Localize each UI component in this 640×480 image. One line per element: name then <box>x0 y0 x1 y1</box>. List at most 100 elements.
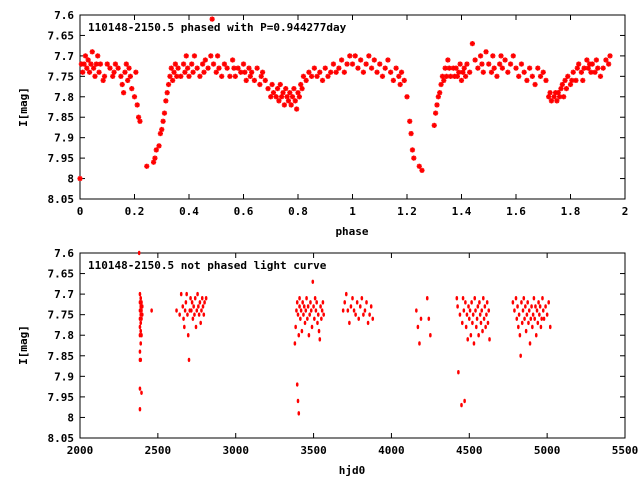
unphased-data-point <box>471 320 474 326</box>
unphased-data-point <box>471 312 475 317</box>
phased-data-point <box>137 118 143 124</box>
unphased-data-point <box>311 279 315 284</box>
phased-data-point <box>270 90 277 96</box>
unphased-data-point <box>192 304 195 309</box>
unphased-light-curve-panel: 110148-2150.5 not phased light curve hjd… <box>17 247 638 477</box>
unphased-data-point <box>193 296 197 301</box>
phased-data-point <box>213 69 219 75</box>
phased-data-point <box>121 90 127 96</box>
phased-data-point <box>521 69 527 75</box>
phased-data-point <box>96 69 102 75</box>
unphased-data-point <box>182 316 185 321</box>
phased-plot-frame <box>79 14 626 200</box>
phased-data-point <box>131 94 138 100</box>
phased-data-point <box>472 57 478 63</box>
phased-data-point <box>497 61 503 67</box>
phased-data-point <box>570 69 576 75</box>
unphased-data-point <box>525 312 529 317</box>
unphased-data-point <box>526 300 529 305</box>
phased-data-point <box>554 98 560 104</box>
phased-data-point <box>157 130 163 137</box>
unphased-data-point <box>138 291 142 297</box>
unphased-data-point <box>368 312 371 317</box>
phased-data-point <box>580 77 586 84</box>
unphased-data-point <box>138 324 142 330</box>
unphased-data-point <box>517 324 520 330</box>
phased-data-point <box>491 65 497 71</box>
unphased-data-point <box>540 316 543 321</box>
phased-data-point <box>123 61 129 67</box>
phased-data-point <box>201 69 207 75</box>
unphased-data-point <box>197 304 200 309</box>
unphased-data-point <box>137 250 141 256</box>
phased-data-point <box>97 61 104 67</box>
unphased-data-point <box>418 341 421 346</box>
phased-data-point <box>289 94 296 100</box>
unphased-data-point <box>541 296 544 301</box>
phased-data-point <box>242 69 248 75</box>
unphased-y-axis-label: I[mag] <box>17 325 30 365</box>
unphased-data-point <box>460 402 463 408</box>
unphased-data-point <box>524 328 528 334</box>
phased-data-point <box>488 69 495 75</box>
phased-data-point <box>216 65 222 71</box>
phased-data-point <box>510 53 516 59</box>
phased-data-point <box>246 65 252 71</box>
phased-data-point <box>291 86 297 92</box>
phased-data-point <box>287 90 293 96</box>
unphased-data-point <box>185 291 188 297</box>
unphased-data-point <box>193 312 196 317</box>
phased-data-point <box>153 147 159 153</box>
phased-y-tick-label: 7.95 <box>48 152 75 165</box>
phased-data-point <box>100 77 106 84</box>
phased-data-point <box>208 53 214 59</box>
unphased-data-point <box>416 324 420 330</box>
unphased-axis-ticks: 2000 2500 3000 3500 4000 4500 5000 5500 7.6 7.65 7… <box>48 247 639 457</box>
unphased-plot-frame <box>79 252 626 439</box>
phased-data-point <box>319 77 326 84</box>
unphased-data-point <box>530 304 533 309</box>
unphased-y-tick-label: 8.05 <box>48 432 75 445</box>
unphased-data-point <box>542 316 546 321</box>
phased-data-point <box>328 69 334 75</box>
unphased-data-point <box>314 308 318 313</box>
phased-data-point <box>507 61 514 67</box>
unphased-data-point <box>316 320 319 326</box>
phased-y-axis-label: I[mag] <box>17 87 30 127</box>
unphased-data-point <box>537 300 540 305</box>
phased-data-point <box>86 69 93 75</box>
unphased-data-point <box>457 370 460 375</box>
unphased-y-tick-label: 8 <box>67 411 74 424</box>
phased-data-point <box>431 122 437 128</box>
phased-data-point <box>283 86 289 92</box>
unphased-data-point <box>181 304 185 309</box>
phased-data-point <box>80 69 86 75</box>
unphased-x-tick-label: 5000 <box>534 444 561 457</box>
phased-data-point <box>479 61 485 67</box>
phased-data-point <box>197 73 203 79</box>
phased-data-point <box>344 61 350 67</box>
unphased-data-point <box>484 324 487 330</box>
phased-data-point <box>435 94 441 100</box>
phased-data-point <box>532 81 538 88</box>
unphased-data-point <box>138 386 142 391</box>
phased-data-point <box>129 86 135 92</box>
phased-data-point <box>589 61 595 67</box>
unphased-data-point <box>527 320 530 326</box>
unphased-data-point <box>186 312 189 317</box>
phased-data-point <box>274 86 281 92</box>
unphased-data-point <box>309 308 313 313</box>
phased-data-point <box>480 69 486 75</box>
phased-data-point <box>125 77 131 84</box>
unphased-data-point <box>198 300 202 305</box>
phased-data-point <box>259 69 266 75</box>
phased-data-point <box>85 57 91 63</box>
unphased-data-point <box>535 308 539 313</box>
phased-data-point <box>273 94 279 100</box>
unphased-data-point <box>313 296 317 301</box>
phased-x-tick-label: 0.8 <box>288 205 308 218</box>
unphased-data-point <box>179 291 183 297</box>
unphased-data-point <box>184 300 188 305</box>
phased-data-point <box>397 81 403 88</box>
phased-data-point <box>296 94 302 100</box>
